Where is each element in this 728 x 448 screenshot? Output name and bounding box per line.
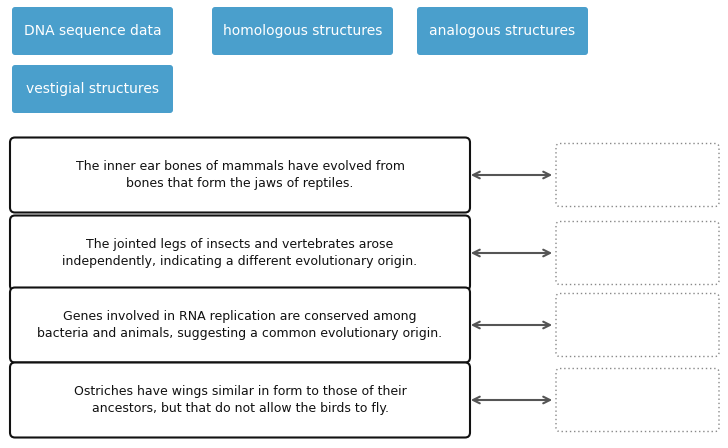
Text: analogous structures: analogous structures (430, 24, 576, 38)
FancyBboxPatch shape (12, 7, 173, 55)
Text: vestigial structures: vestigial structures (26, 82, 159, 96)
FancyBboxPatch shape (556, 221, 719, 284)
FancyBboxPatch shape (12, 65, 173, 113)
Text: homologous structures: homologous structures (223, 24, 382, 38)
FancyBboxPatch shape (10, 138, 470, 212)
FancyBboxPatch shape (10, 288, 470, 362)
FancyBboxPatch shape (556, 143, 719, 207)
FancyBboxPatch shape (417, 7, 588, 55)
Text: DNA sequence data: DNA sequence data (24, 24, 162, 38)
FancyBboxPatch shape (556, 369, 719, 431)
FancyBboxPatch shape (212, 7, 393, 55)
FancyBboxPatch shape (10, 215, 470, 290)
Text: Ostriches have wings similar in form to those of their
ancestors, but that do no: Ostriches have wings similar in form to … (74, 385, 406, 415)
FancyBboxPatch shape (10, 362, 470, 438)
Text: Genes involved in RNA replication are conserved among
bacteria and animals, sugg: Genes involved in RNA replication are co… (37, 310, 443, 340)
FancyBboxPatch shape (556, 293, 719, 357)
Text: The jointed legs of insects and vertebrates arose
independently, indicating a di: The jointed legs of insects and vertebra… (63, 238, 418, 268)
Text: The inner ear bones of mammals have evolved from
bones that form the jaws of rep: The inner ear bones of mammals have evol… (76, 160, 405, 190)
